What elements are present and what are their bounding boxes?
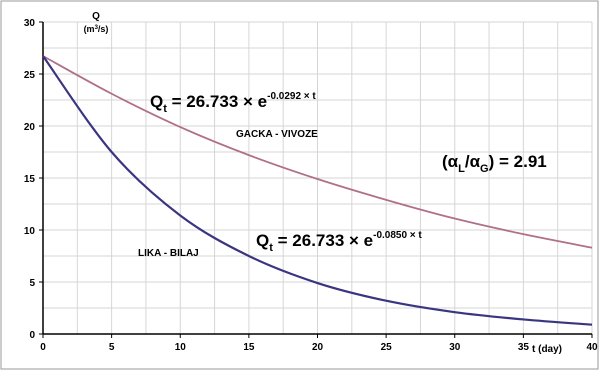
series-label-gacka: GACKA - VIVOZE [236,129,318,140]
y-axis-unit: (m3/s) [84,24,109,34]
ratio-annotation: (αL/αG) = 2.91 [442,152,547,175]
y-tick-label: 20 [24,122,36,133]
x-tick-label: 5 [109,342,115,353]
series-line-1 [42,55,593,326]
x-tick-label: 0 [40,342,46,353]
y-tick-label: 25 [24,70,36,81]
x-tick-label: 25 [381,342,393,353]
equation-lika: Qt = 26.733 × e-0.0850 × t [256,230,422,254]
x-tick-label: 40 [586,342,598,353]
y-axis-label: Q [92,11,100,22]
series-line-0 [42,55,593,249]
series-label-lika: LIKA - BILAJ [138,248,199,259]
axes [39,21,593,338]
x-tick-label: 10 [175,342,187,353]
x-tick-label: 20 [312,342,324,353]
y-tick-label: 15 [24,174,36,185]
tick-labels: 0 5 10 15 20 25 30 35 40 0 5 10 15 20 25 30 [24,18,598,353]
y-tick-label: 0 [29,330,35,341]
x-tick-label: 30 [449,342,461,353]
x-tick-label: 15 [243,342,255,353]
y-tick-label: 10 [24,226,36,237]
y-tick-label: 30 [24,18,36,29]
series-lines [42,55,593,326]
y-tick-label: 5 [29,278,35,289]
x-axis-label: t (day) [532,344,562,355]
equation-gacka: Qt = 26.733 × e-0.0292 × t [150,91,316,115]
x-tick-label: 35 [518,342,530,353]
